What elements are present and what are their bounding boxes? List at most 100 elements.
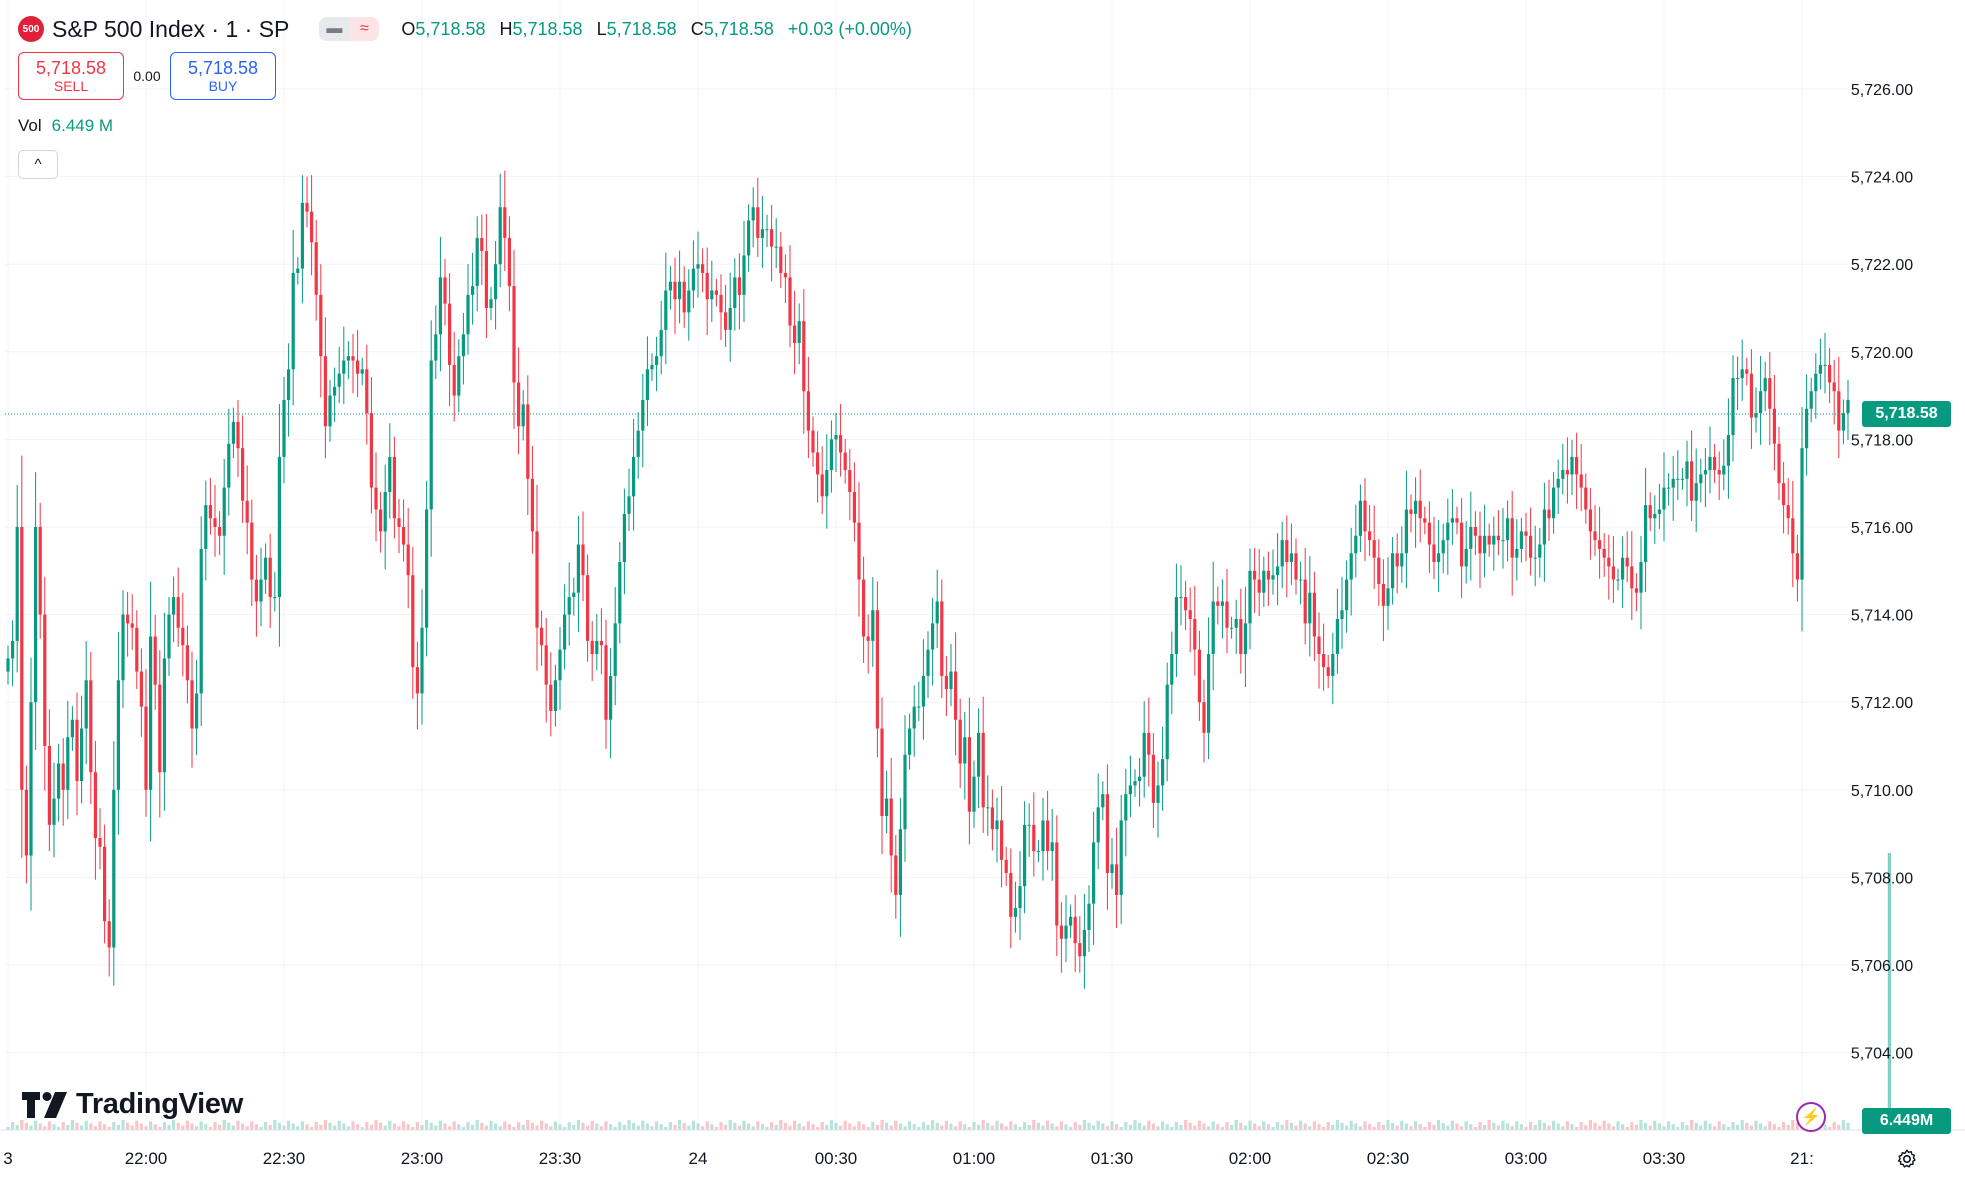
volume-bar	[213, 1122, 217, 1130]
volume-bar	[1386, 1120, 1390, 1130]
volume-bar	[627, 1120, 631, 1130]
candle	[121, 590, 125, 709]
minus-icon[interactable]: ▬	[319, 17, 350, 41]
candle	[130, 594, 134, 650]
volume-bar	[268, 1124, 272, 1130]
candle	[1027, 803, 1031, 857]
candle	[480, 214, 484, 286]
candle-body	[1220, 601, 1224, 606]
candle	[1262, 556, 1266, 607]
candle	[1832, 359, 1836, 425]
candle	[1584, 473, 1588, 524]
candle	[218, 511, 222, 556]
volume-bar	[1239, 1122, 1243, 1130]
candle	[1671, 456, 1675, 521]
volume-bar	[678, 1120, 682, 1130]
volume-bar	[1519, 1124, 1523, 1130]
volume-bar	[613, 1127, 617, 1130]
volume-bar	[1276, 1122, 1280, 1130]
candle-body	[1667, 487, 1671, 489]
candle	[1207, 617, 1211, 760]
candle-body	[167, 614, 171, 659]
candle	[981, 696, 985, 833]
candle-body	[1607, 557, 1611, 567]
candle	[1303, 548, 1307, 645]
candle-body	[1473, 527, 1477, 536]
volume-bar	[1271, 1127, 1275, 1130]
candle-body	[43, 614, 47, 746]
volume-bar	[116, 1124, 120, 1130]
candle-body	[75, 719, 79, 782]
buy-button[interactable]: 5,718.58 BUY	[170, 52, 276, 100]
volume-bar	[121, 1120, 125, 1130]
candle	[829, 420, 833, 493]
volume-bar	[494, 1123, 498, 1130]
open-value: 5,718.58	[415, 18, 486, 39]
volume-bar	[1326, 1122, 1330, 1130]
volume-bar	[1059, 1121, 1063, 1130]
volume-bar	[770, 1122, 774, 1130]
candle	[705, 247, 709, 336]
volume-bar	[1575, 1127, 1579, 1130]
candle-body	[967, 737, 971, 812]
volume-bar	[1740, 1120, 1744, 1130]
volume-bar	[586, 1125, 590, 1130]
chart-grid	[5, 0, 1848, 1130]
candle	[1699, 458, 1703, 503]
candle-body	[1230, 627, 1234, 629]
volume-legend[interactable]: Vol 6.449 M	[18, 116, 113, 136]
candle	[935, 569, 939, 649]
volume-bar	[1280, 1124, 1284, 1130]
candle	[245, 465, 249, 555]
candle	[1418, 469, 1422, 543]
candle-body	[802, 321, 806, 392]
volume-bar	[576, 1120, 580, 1130]
low-value: 5,718.58	[606, 18, 677, 39]
candle-body	[636, 430, 640, 457]
volume-bar	[595, 1123, 599, 1130]
candle-body	[277, 456, 281, 598]
symbol-title[interactable]: S&P 500 Index · 1 · SP	[52, 15, 290, 42]
candle-body	[1004, 859, 1008, 874]
candle	[852, 462, 856, 542]
candle-body	[84, 680, 88, 729]
volume-bar	[1096, 1120, 1100, 1130]
candle-body	[1782, 483, 1786, 506]
candle	[1322, 623, 1326, 691]
candle	[1345, 560, 1349, 633]
candle-body	[1722, 465, 1726, 475]
candle	[1644, 468, 1648, 593]
volume-bar	[747, 1123, 751, 1130]
volume-bar	[1501, 1120, 1505, 1130]
candle	[940, 579, 944, 699]
candle-body	[1621, 557, 1625, 580]
x-tick-label: 03:00	[1505, 1149, 1548, 1168]
candle-body	[1138, 776, 1142, 782]
gear-icon[interactable]	[1893, 1145, 1921, 1173]
volume-bar	[1064, 1124, 1068, 1130]
candle	[1105, 764, 1109, 910]
candle	[779, 231, 783, 288]
candle-body	[466, 294, 470, 335]
volume-bar-last	[1887, 853, 1891, 1130]
tradingview-logo[interactable]: TradingView	[22, 1088, 243, 1121]
candle-body	[250, 522, 254, 580]
volume-bar	[1455, 1123, 1459, 1130]
visibility-toggle[interactable]: ▬ ≈	[319, 17, 380, 41]
volume-bars	[6, 853, 1891, 1130]
approx-icon[interactable]: ≈	[349, 17, 380, 41]
volume-bar	[162, 1122, 166, 1130]
volume-bar	[130, 1125, 134, 1130]
candle-body	[1303, 579, 1307, 624]
candle	[540, 610, 544, 666]
collapse-legend-button[interactable]: ^	[18, 150, 58, 179]
candle	[241, 415, 245, 524]
lightning-icon[interactable]: ⚡	[1796, 1102, 1826, 1132]
candle-body	[1832, 382, 1836, 392]
candle-body	[926, 649, 930, 676]
sell-button[interactable]: 5,718.58 SELL	[18, 52, 124, 100]
volume-bar	[990, 1125, 994, 1130]
candle-body	[535, 531, 539, 628]
volume-bar	[185, 1120, 189, 1130]
